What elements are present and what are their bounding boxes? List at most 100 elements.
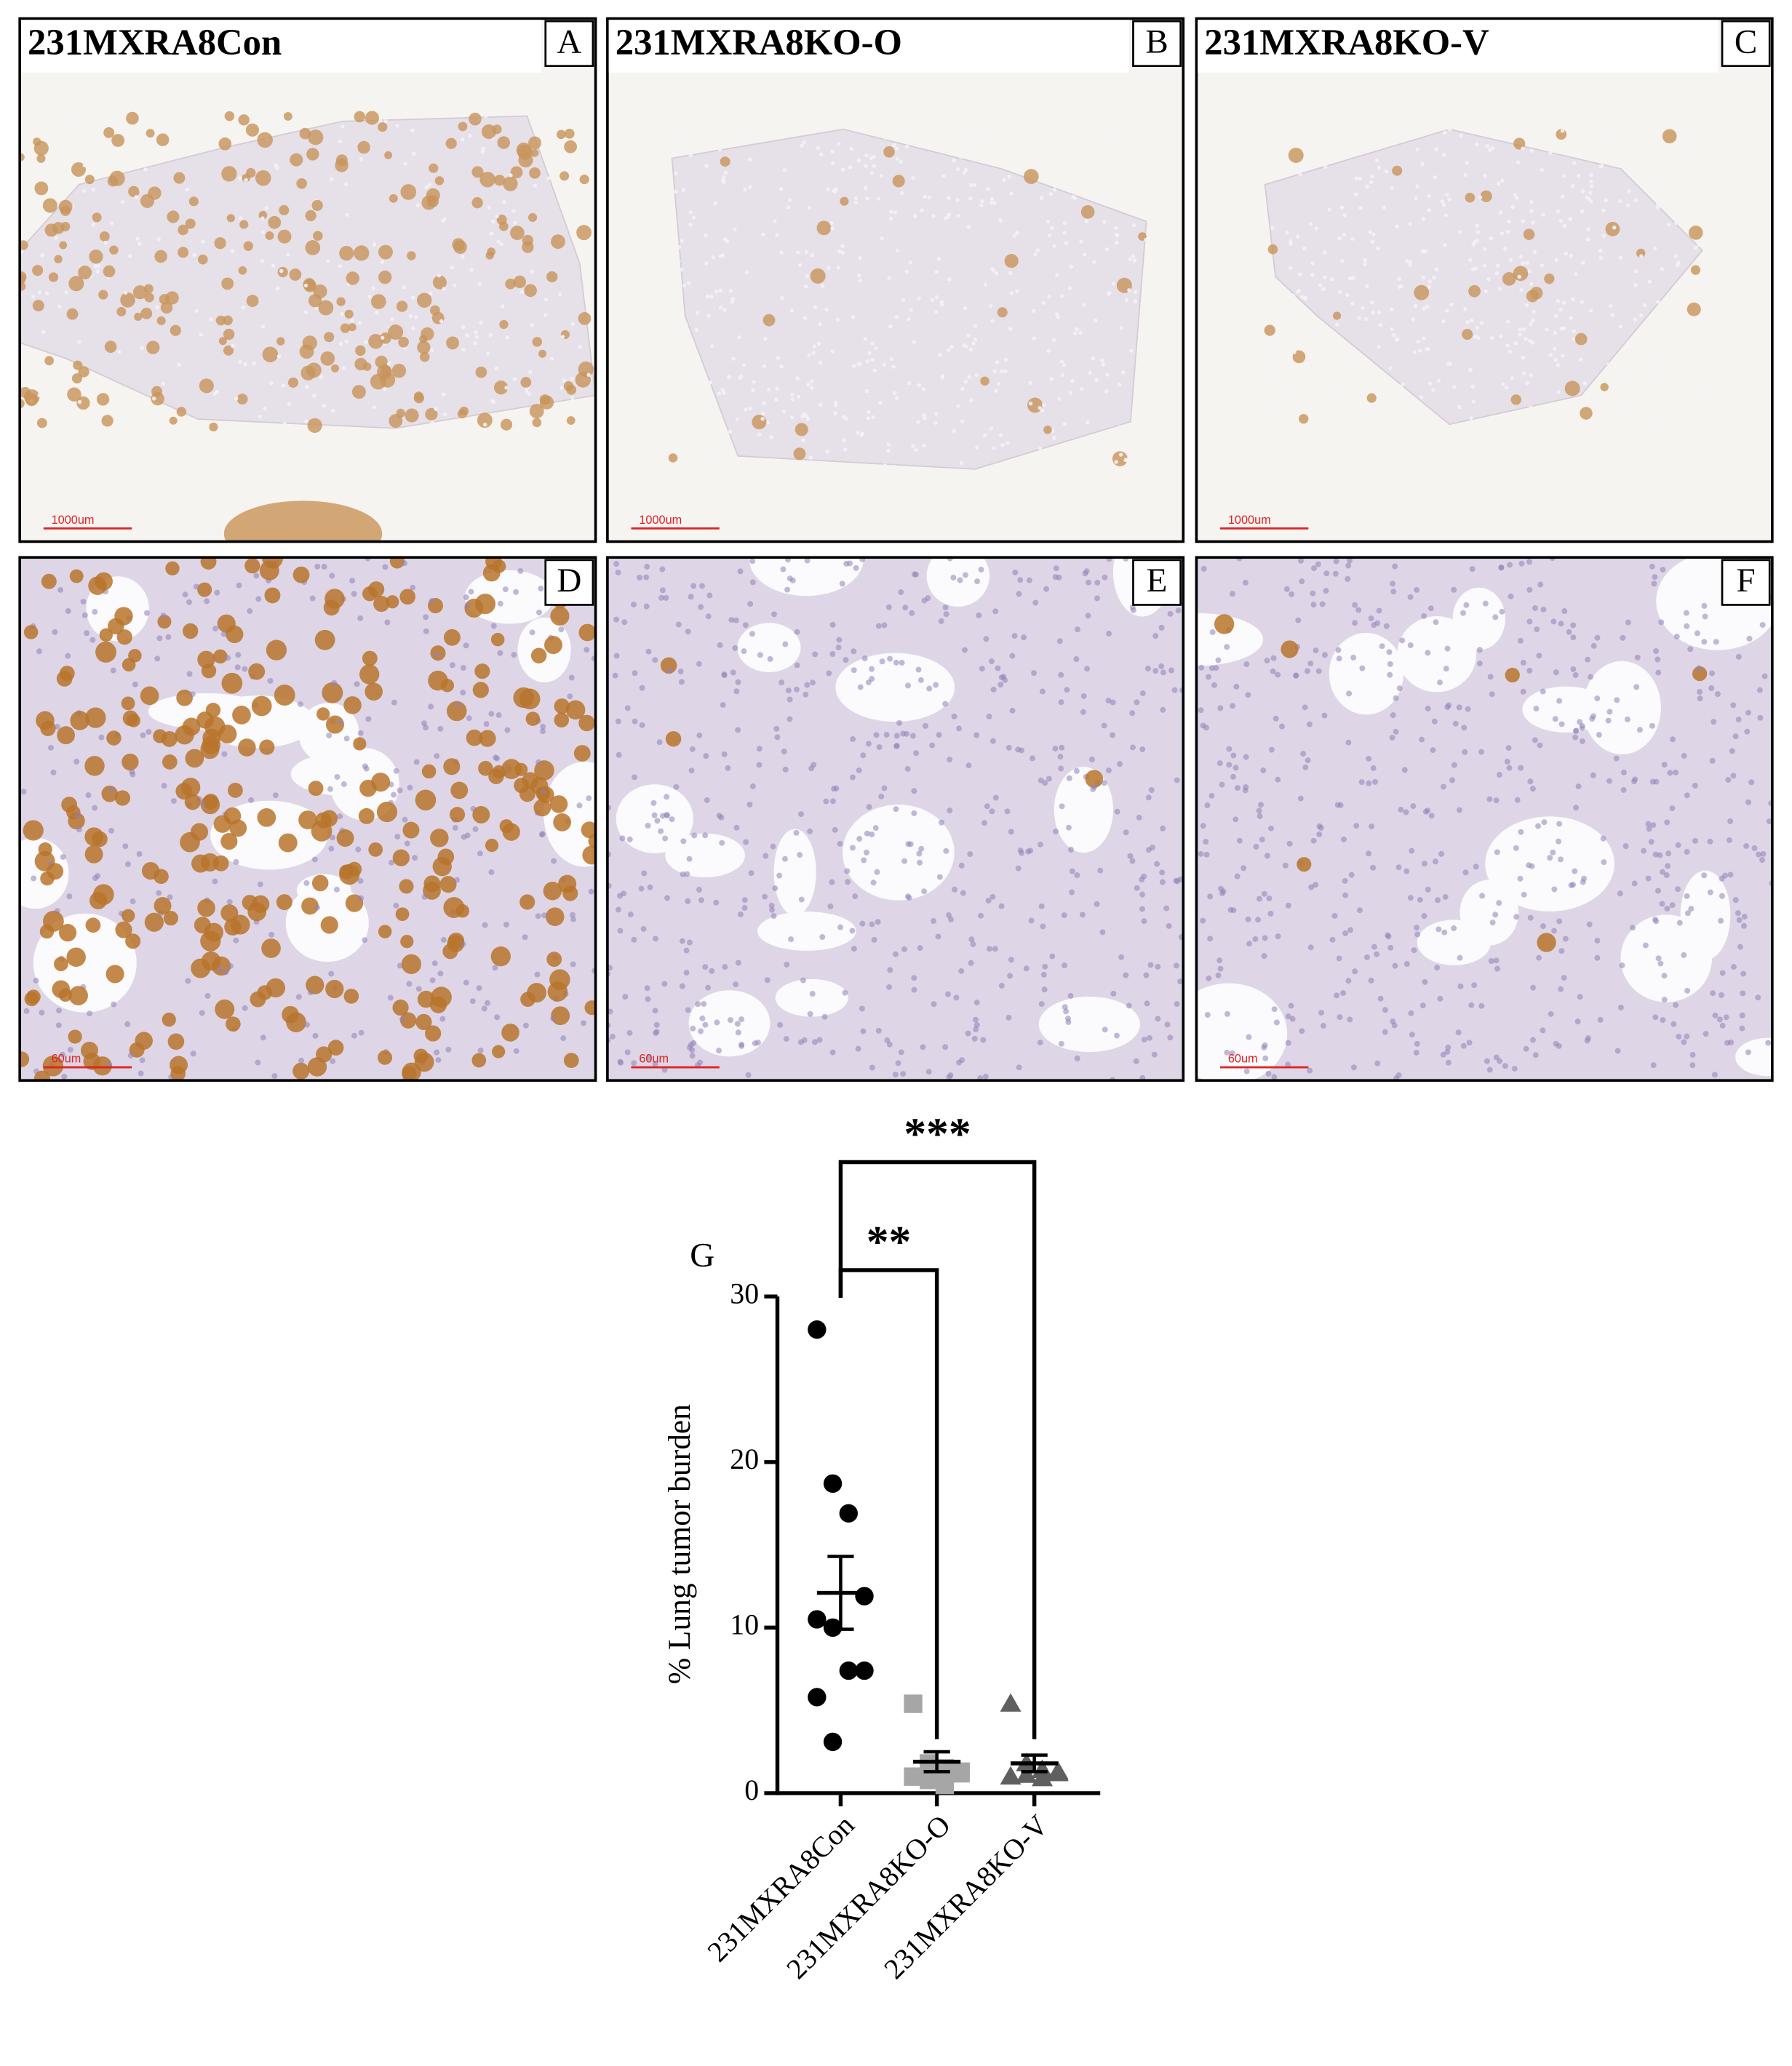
cell — [1661, 762, 1668, 768]
tissue-speck — [704, 164, 709, 168]
tissue-speck — [1521, 371, 1526, 375]
cell — [1506, 765, 1513, 771]
cell — [992, 794, 999, 801]
tissue-speck — [59, 241, 68, 250]
cell — [1267, 825, 1274, 831]
cell — [511, 652, 517, 658]
tissue-speck — [563, 381, 574, 391]
panel-border — [606, 556, 1185, 1082]
cell — [669, 816, 675, 823]
cell — [1536, 653, 1542, 659]
cell — [540, 728, 546, 735]
cell — [1392, 962, 1398, 969]
cell — [1552, 716, 1558, 722]
cell — [947, 757, 953, 763]
tissue-speck — [1092, 260, 1096, 265]
cell — [826, 670, 832, 677]
cell — [1529, 863, 1535, 869]
cell — [1063, 1008, 1070, 1015]
tissue-speck — [858, 255, 862, 260]
tissue-speck — [805, 274, 810, 279]
tissue-speck — [371, 294, 386, 309]
cell — [950, 574, 957, 581]
tissue-speck — [1474, 266, 1478, 271]
cell — [1689, 1062, 1696, 1069]
tissue-speck — [1299, 414, 1309, 424]
cell — [546, 952, 562, 968]
tissue-speck — [1132, 223, 1136, 228]
tissue-speck — [252, 361, 256, 366]
tissue-speck — [380, 335, 385, 340]
cell — [1288, 1002, 1294, 1009]
cell — [613, 653, 620, 659]
cell — [762, 853, 769, 859]
tissue-speck — [786, 205, 791, 210]
tissue-speck — [1518, 332, 1522, 337]
tissue-speck — [1413, 303, 1418, 308]
tissue-speck — [988, 303, 993, 308]
cell — [330, 1058, 336, 1064]
cell — [1158, 624, 1165, 631]
tissue-speck — [686, 281, 691, 285]
tissue-speck — [408, 314, 413, 319]
cell — [1031, 670, 1037, 677]
tissue-speck — [1119, 326, 1124, 330]
tissue-speck — [474, 335, 479, 340]
tissue-speck — [1690, 128, 1695, 133]
cell — [358, 895, 365, 901]
cell — [1136, 814, 1142, 821]
tissue-speck — [1311, 159, 1315, 164]
tissue-speck — [67, 148, 72, 152]
cell — [869, 666, 875, 672]
tissue-speck — [1124, 424, 1129, 429]
tissue-speck — [471, 166, 484, 178]
tissue-speck — [371, 286, 375, 291]
cell — [415, 1013, 432, 1031]
tissue-speck — [1131, 254, 1136, 259]
tissue-speck — [543, 313, 548, 317]
cell — [423, 614, 429, 621]
cell — [773, 725, 780, 732]
tissue-speck — [355, 345, 366, 356]
cell — [138, 1070, 144, 1077]
cell — [412, 855, 418, 861]
tissue-speck — [564, 128, 575, 139]
panel-letter: E — [1147, 562, 1168, 599]
tissue-speck — [913, 214, 917, 218]
tissue-speck — [1060, 372, 1065, 378]
tissue-speck — [1585, 237, 1590, 242]
cell — [785, 687, 792, 694]
tissue-speck — [1443, 243, 1447, 247]
tissue-speck — [996, 381, 1001, 386]
cell — [809, 991, 816, 997]
cell — [892, 1072, 899, 1078]
cell — [501, 759, 522, 780]
cell — [1479, 893, 1486, 899]
tissue-speck — [1559, 327, 1564, 331]
tissue-speck — [1071, 180, 1075, 185]
cell — [1457, 983, 1464, 989]
cell — [215, 999, 235, 1019]
tissue-speck — [1687, 220, 1691, 225]
tissue-speck — [1063, 445, 1068, 450]
cell — [1056, 638, 1063, 645]
tissue-speck — [1432, 275, 1436, 280]
cell — [463, 979, 469, 986]
tissue-speck — [1358, 394, 1362, 399]
tissue-speck — [833, 411, 837, 415]
cell — [644, 985, 650, 992]
tissue-speck — [963, 379, 968, 384]
cell — [423, 725, 429, 731]
cell — [698, 1028, 704, 1034]
cell — [1664, 905, 1670, 912]
cell — [804, 557, 811, 564]
cell — [497, 600, 503, 607]
cell — [1537, 581, 1544, 588]
tissue-speck — [1471, 399, 1476, 404]
cell — [680, 838, 687, 845]
cell — [1208, 665, 1215, 671]
tissue-speck — [490, 231, 494, 236]
tissue-speck — [900, 191, 904, 196]
cell — [1619, 962, 1625, 969]
tissue-speck — [117, 350, 122, 354]
